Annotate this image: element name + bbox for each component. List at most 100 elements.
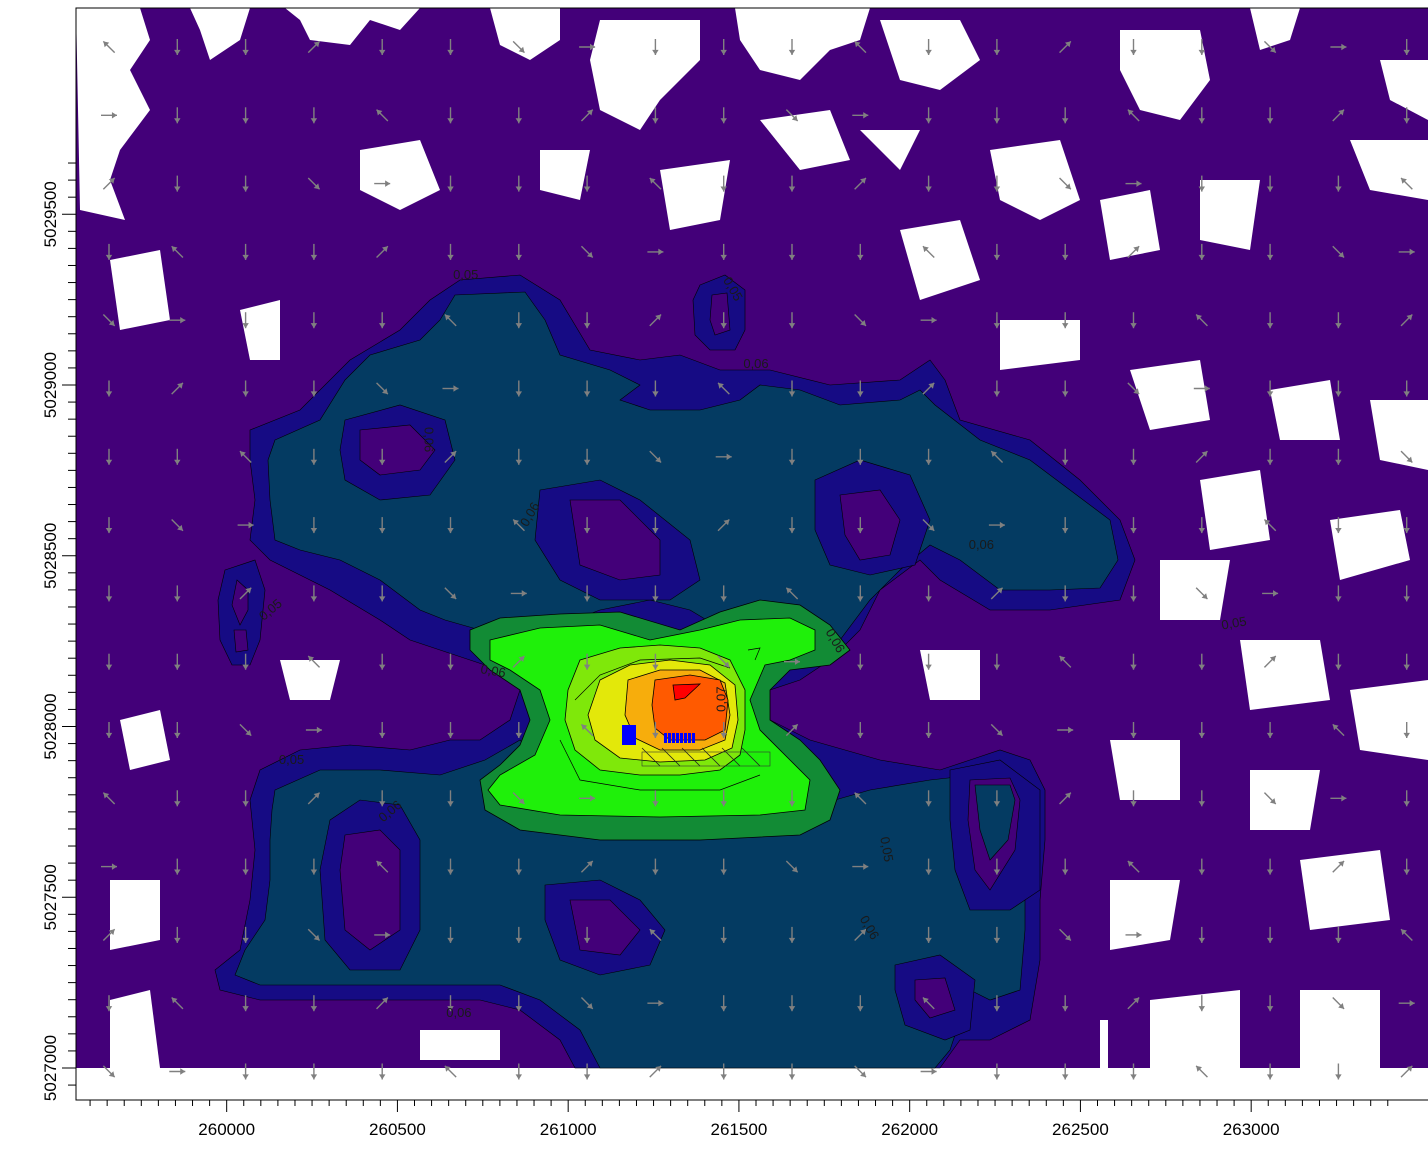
- low-region-42: [920, 650, 980, 700]
- wind-arrow: [857, 380, 864, 397]
- contour-label: 0,06: [446, 1005, 471, 1020]
- wind-arrow: [583, 585, 591, 602]
- wind-arrow: [310, 517, 318, 534]
- wind-arrow: [717, 518, 730, 532]
- low-region-23: [1000, 320, 1080, 370]
- wind-arrow: [788, 448, 796, 465]
- source-marker: [668, 733, 671, 743]
- x-tick-label: 261000: [540, 1120, 597, 1139]
- wind-arrow: [105, 995, 113, 1012]
- low-region-5: [590, 20, 700, 130]
- wind-arrow: [1332, 245, 1345, 259]
- wind-arrow: [376, 245, 389, 259]
- wind-arrow: [583, 653, 591, 670]
- wind-arrow: [444, 314, 457, 327]
- wind-arrow: [1195, 587, 1208, 600]
- wind-arrow: [649, 314, 662, 327]
- wind-arrow: [1332, 860, 1345, 873]
- low-region-34: [1110, 880, 1180, 950]
- wind-arrows: [101, 39, 1415, 1080]
- wind-arrow: [580, 723, 594, 737]
- low-region-32: [1110, 740, 1180, 800]
- wind-arrow: [174, 790, 181, 807]
- wind-arrow: [1400, 1065, 1413, 1078]
- wind-arrow: [307, 40, 321, 54]
- y-tick-label: 5029500: [41, 181, 60, 247]
- wind-arrow: [307, 177, 321, 190]
- wind-arrow: [242, 926, 249, 943]
- wind-arrow: [378, 312, 386, 329]
- wind-arrow: [788, 175, 796, 192]
- wind-arrow: [169, 316, 186, 324]
- wind-arrow: [580, 860, 594, 873]
- contour-line-3: [747, 647, 761, 661]
- low-region-37: [1300, 990, 1380, 1068]
- wind-arrow: [171, 997, 184, 1010]
- wind-arrow: [652, 790, 659, 807]
- wind-arrow: [788, 1063, 796, 1080]
- low-region-13: [990, 140, 1080, 220]
- wind-arrow: [1403, 653, 1410, 670]
- wind-arrow: [102, 1065, 116, 1078]
- low-region-33: [1250, 770, 1320, 830]
- wind-arrow: [1335, 926, 1342, 943]
- ring-left-hole-2: [233, 629, 249, 653]
- wind-arrow: [1127, 109, 1140, 122]
- x-tick-label: 260000: [198, 1120, 255, 1139]
- wind-arrow: [447, 107, 454, 124]
- wind-arrow: [852, 863, 869, 870]
- wind-arrow: [652, 722, 659, 738]
- contour-labels: 0,05 0,050,060,060,060,060,05 0,050,060,06…: [256, 267, 1248, 1020]
- wind-arrow: [1061, 995, 1069, 1012]
- low-region-8: [1120, 30, 1210, 120]
- wind-arrow: [925, 653, 932, 670]
- wind-arrow: [174, 585, 181, 602]
- source-tag: [741, 747, 761, 767]
- wind-arrow: [788, 790, 796, 807]
- contour-line-1: [574, 657, 731, 701]
- low-region-28: [1330, 510, 1410, 580]
- wind-arrow: [1403, 380, 1410, 397]
- wind-arrow: [101, 863, 117, 870]
- wind-arrow: [171, 382, 184, 395]
- wind-arrow: [1266, 926, 1274, 943]
- low-region-7: [880, 20, 980, 90]
- wind-arrow: [993, 926, 1001, 943]
- wind-arrow: [1266, 243, 1274, 260]
- source-tag: [661, 747, 681, 767]
- wind-arrow: [174, 722, 181, 738]
- wind-arrow: [1266, 107, 1274, 124]
- wind-arrow: [444, 587, 457, 600]
- wind-arrow: [649, 1065, 662, 1078]
- wind-arrow: [1130, 39, 1137, 55]
- wind-arrow: [649, 450, 662, 463]
- contour-fills: [76, 8, 1428, 1069]
- wind-arrow: [307, 655, 321, 668]
- wind-arrow: [1198, 517, 1206, 534]
- wind-arrow: [1198, 39, 1206, 55]
- wind-arrow: [652, 653, 659, 670]
- wind-arrow: [1130, 312, 1137, 329]
- wind-arrow: [993, 790, 1001, 807]
- source-marker: [684, 733, 687, 743]
- wind-arrow: [990, 450, 1004, 463]
- wind-arrow: [376, 997, 389, 1010]
- wind-arrow: [993, 380, 1001, 397]
- source-block: [622, 725, 636, 745]
- band-0.06: [267, 291, 1119, 666]
- wind-arrow: [579, 795, 596, 802]
- wind-arrow: [720, 312, 727, 329]
- wind-arrow: [378, 39, 386, 55]
- wind-arrow: [447, 175, 454, 192]
- wind-arrow: [1400, 928, 1413, 942]
- wind-arrow: [993, 107, 1001, 124]
- wind-arrow: [444, 1065, 457, 1078]
- wind-arrow: [310, 312, 318, 329]
- wind-arrow: [515, 312, 523, 329]
- wind-arrow: [922, 245, 935, 259]
- wind-arrow: [515, 175, 523, 192]
- wind-arrow: [1403, 39, 1410, 55]
- wind-arrow: [990, 587, 1004, 600]
- ring-left-hole: [231, 579, 249, 626]
- wind-arrow: [1398, 999, 1415, 1007]
